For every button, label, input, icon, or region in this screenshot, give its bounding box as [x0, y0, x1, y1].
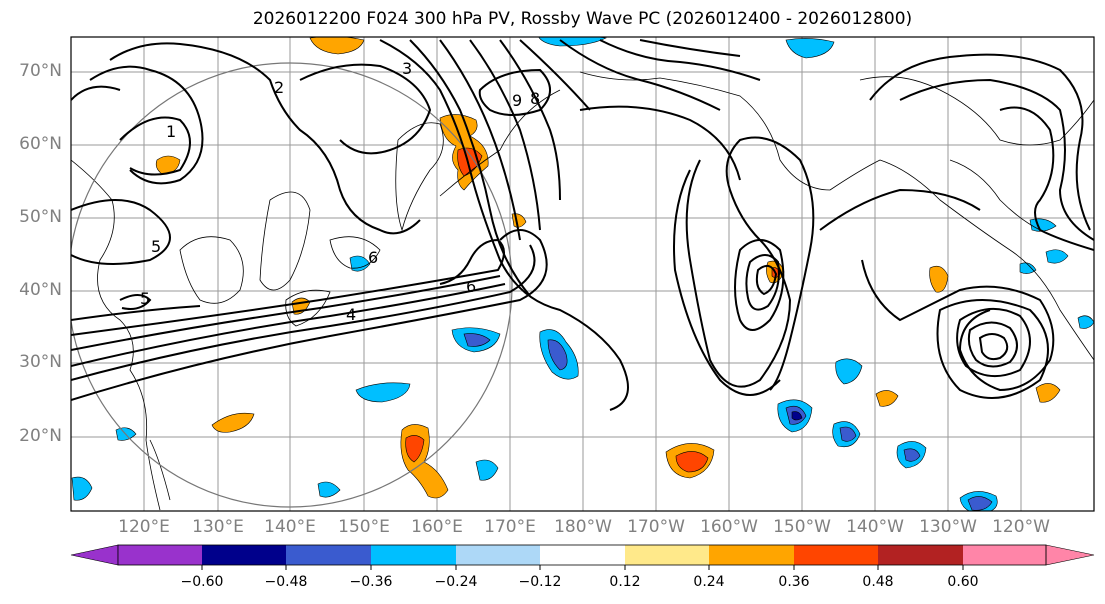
negative-anomaly: [791, 411, 803, 421]
negative-anomaly: [835, 358, 863, 385]
lon-label: 120°W: [992, 517, 1050, 537]
colorbar-tick-label: 0.24: [693, 574, 725, 590]
lat-label: 20°N: [19, 426, 62, 446]
lat-label: 30°N: [19, 352, 62, 372]
colorbar-tick-label: −0.36: [349, 574, 393, 590]
colorbar-bin: [709, 545, 794, 565]
positive-anomaly: [405, 435, 425, 463]
positive-anomaly: [1035, 383, 1061, 403]
negative-anomaly: [547, 339, 568, 371]
contour-label: 8: [530, 89, 540, 108]
positive-anomaly: [875, 390, 899, 407]
negative-anomaly: [71, 476, 93, 501]
lon-label: 150°E: [338, 517, 390, 537]
colorbar: [70, 544, 1095, 570]
contour-label: 2: [274, 78, 284, 97]
negative-anomaly: [785, 38, 835, 59]
colorbar-min-extension: [70, 544, 119, 566]
negative-anomaly: [538, 37, 607, 47]
lon-label: 130°E: [192, 517, 244, 537]
map-title: 2026012200 F024 300 hPa PV, Rossby Wave …: [252, 9, 913, 29]
colorbar-tick-label: −0.60: [180, 574, 224, 590]
contour-label: 3: [402, 59, 412, 78]
lon-label: 160°E: [411, 517, 463, 537]
colorbar-bin: [286, 545, 371, 565]
reference-circle: [71, 62, 513, 508]
colorbar-bin: [202, 545, 286, 565]
positive-anomaly: [211, 412, 255, 433]
colorbar-bin: [878, 545, 963, 565]
contour-label: 1: [166, 122, 176, 141]
colorbar-tick-label: 0.48: [862, 574, 894, 590]
negative-anomaly: [839, 426, 857, 442]
gridlines: [71, 37, 1094, 511]
lon-label: 160°W: [700, 517, 758, 537]
negative-anomaly: [317, 481, 341, 498]
colorbar-bin: [963, 545, 1046, 565]
lon-label: 150°W: [773, 517, 831, 537]
negative-anomaly: [1029, 218, 1057, 232]
negative-anomaly: [355, 382, 411, 403]
negative-anomaly: [475, 459, 499, 481]
contour-label: 4: [346, 305, 356, 324]
negative-anomaly: [903, 448, 921, 462]
colorbar-bin: [794, 545, 878, 565]
lon-label: 180°W: [554, 517, 612, 537]
map-frame: [70, 36, 1095, 512]
colorbar-bin: [371, 545, 456, 565]
positive-anomaly: [155, 155, 181, 175]
negative-anomaly: [1045, 249, 1069, 264]
contour-label: 9: [512, 91, 522, 110]
lon-label: 140°W: [846, 517, 904, 537]
positive-anomaly: [929, 265, 949, 293]
colorbar-tick-label: −0.48: [264, 574, 308, 590]
contour-label-group: 1 2 3 5 6 4 8 9 5 6: [140, 59, 540, 324]
lat-label: 60°N: [19, 134, 62, 154]
colorbar-tick-label: 0.12: [609, 574, 641, 590]
lon-label: 170°E: [484, 517, 536, 537]
lon-label: 130°W: [919, 517, 977, 537]
colorbar-bin: [118, 545, 202, 565]
colorbar-bin: [625, 545, 709, 565]
lon-label: 140°E: [264, 517, 316, 537]
contour-label: 5: [140, 289, 150, 308]
lat-label: 70°N: [19, 61, 62, 81]
colorbar-bin: [540, 545, 625, 565]
colorbar-tick-label: 0.36: [778, 574, 810, 590]
colorbar-bin: [456, 545, 540, 565]
negative-anomaly: [1077, 315, 1094, 329]
lat-label: 50°N: [19, 207, 62, 227]
negative-anomaly: [463, 333, 491, 347]
colorbar-max-extension: [1045, 544, 1095, 566]
colorbar-tick-label: −0.24: [434, 574, 478, 590]
positive-anomaly: [309, 37, 365, 55]
lon-label: 170°W: [627, 517, 685, 537]
contour-label: 6: [466, 277, 476, 296]
positive-anomaly: [511, 213, 527, 228]
colorbar-tick-label: −0.12: [518, 574, 562, 590]
contour-label: 5: [151, 237, 161, 256]
colorbar-tick-label: 0.60: [947, 574, 979, 590]
lat-label: 40°N: [19, 280, 62, 300]
contour-label: 6: [368, 248, 378, 267]
pc-anomaly-fills: [71, 37, 1094, 511]
negative-anomaly: [349, 255, 371, 272]
positive-anomaly: [675, 451, 709, 473]
negative-anomaly: [967, 496, 993, 511]
pv-contours: [71, 39, 1094, 411]
colorbar-outline: [117, 544, 1047, 566]
lon-label: 120°E: [118, 517, 170, 537]
